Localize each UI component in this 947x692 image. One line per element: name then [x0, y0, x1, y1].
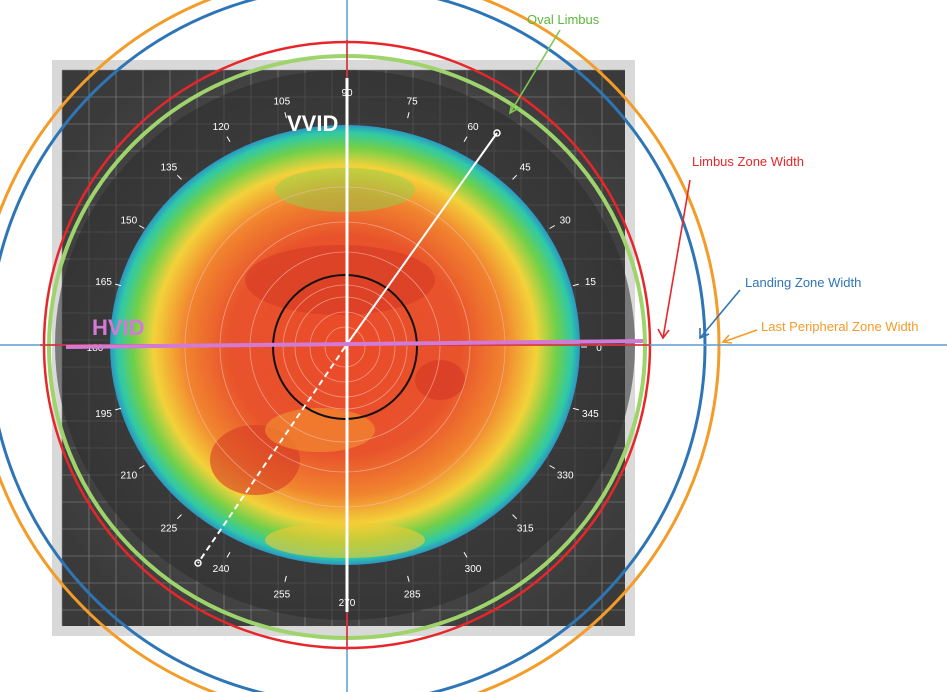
angle-tick-label: 30	[560, 216, 572, 227]
angle-tick-mark	[549, 225, 556, 229]
angle-tick-mark	[176, 174, 182, 180]
angle-tick-mark	[549, 465, 556, 469]
angle-tick-label: 300	[465, 564, 482, 575]
vvid-label: VVID	[287, 111, 338, 136]
angle-tick-label: 135	[160, 163, 177, 174]
zone-ring	[294, 296, 396, 398]
angle-tick-mark	[572, 407, 579, 411]
zone-ring	[282, 284, 408, 410]
angle-tick-mark	[512, 514, 518, 520]
angle-tick-mark	[226, 551, 231, 558]
angle-tick-mark	[138, 225, 145, 229]
angle-tick-mark	[138, 465, 145, 469]
angle-tick-mark	[115, 407, 122, 411]
angle-tick-label: 255	[273, 589, 290, 600]
landing-zone-width-callout: Landing Zone Width	[745, 275, 861, 290]
angle-tick-label: 60	[467, 122, 479, 133]
angle-tick-label: 165	[95, 277, 112, 288]
angle-tick-mark	[407, 112, 410, 119]
angle-tick-mark	[176, 514, 182, 520]
diagonal-meridian-dashed	[197, 346, 346, 564]
oval-limbus-callout: Oval Limbus	[527, 12, 600, 27]
angle-tick-label: 315	[517, 523, 534, 534]
angle-tick-label: 285	[404, 589, 421, 600]
angle-tick-mark	[284, 112, 287, 119]
angle-tick-label: 15	[585, 277, 597, 288]
angle-tick-mark	[463, 551, 468, 558]
diagonal-meridian-solid	[344, 132, 498, 348]
angle-tick-label: 330	[557, 471, 574, 482]
angle-tick-mark	[226, 136, 231, 143]
angle-tick-mark	[572, 283, 579, 287]
angle-tick-label: 0	[596, 343, 602, 354]
angle-tick-label: 45	[520, 163, 532, 174]
angle-tick-label: 105	[273, 97, 290, 108]
last-peripheral-zone-width-callout: Last Peripheral Zone Width	[761, 319, 919, 334]
angle-tick-label: 195	[95, 409, 112, 420]
angle-tick-mark	[463, 136, 468, 143]
angle-tick-mark	[284, 575, 287, 582]
angle-tick-mark	[115, 283, 122, 287]
angle-tick-label: 345	[582, 409, 599, 420]
callout-arrows	[508, 29, 758, 344]
zone-ring	[309, 311, 381, 383]
angle-tick-label: 240	[213, 564, 230, 575]
zone-ring	[324, 326, 366, 368]
angle-tick-label: 225	[160, 523, 177, 534]
angle-tick-mark	[407, 575, 410, 582]
hvid-line	[65, 339, 644, 349]
angle-tick-label: 150	[120, 216, 137, 227]
angle-tick-label: 120	[213, 122, 230, 133]
hvid-label: HVID	[92, 315, 145, 340]
angle-tick-mark	[512, 174, 518, 180]
angle-tick-label: 210	[120, 471, 137, 482]
angle-tick-label: 75	[407, 97, 419, 108]
limbus-zone-width-callout: Limbus Zone Width	[692, 154, 804, 169]
optic-zone-circle	[272, 274, 418, 420]
